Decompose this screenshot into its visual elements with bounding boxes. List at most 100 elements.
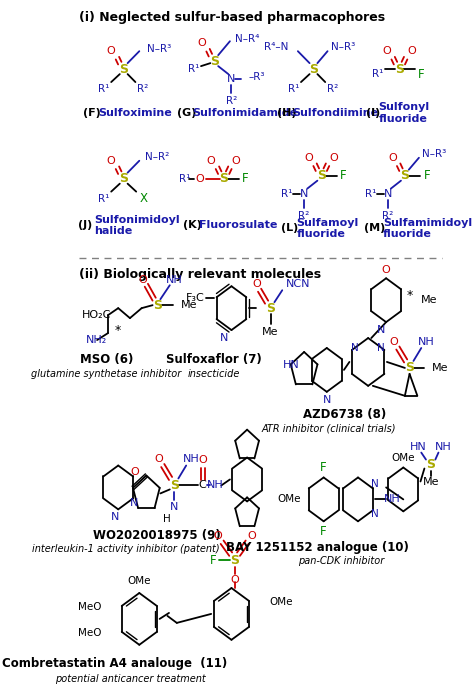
Text: N–R³: N–R³ — [422, 149, 447, 159]
Text: AZD6738 (8): AZD6738 (8) — [303, 408, 386, 421]
Text: ATR inhibitor (clinical trials): ATR inhibitor (clinical trials) — [262, 423, 396, 434]
Text: N: N — [383, 188, 392, 199]
Text: S: S — [119, 172, 128, 185]
Text: O: O — [247, 532, 256, 541]
Text: NH: NH — [384, 494, 401, 505]
Text: N: N — [170, 502, 179, 512]
Text: –R³: –R³ — [249, 72, 265, 82]
Text: S: S — [395, 62, 404, 76]
Text: O: O — [207, 156, 216, 166]
Text: N–R⁴: N–R⁴ — [235, 34, 259, 44]
Text: N: N — [111, 512, 119, 523]
Text: OMe: OMe — [277, 494, 301, 505]
Text: HN: HN — [410, 441, 427, 452]
Text: O: O — [390, 337, 398, 347]
Text: F: F — [320, 525, 327, 538]
Text: glutamine synthetase inhibitor: glutamine synthetase inhibitor — [31, 369, 182, 379]
Text: Sulfondiimine: Sulfondiimine — [292, 108, 379, 118]
Text: R¹: R¹ — [372, 69, 383, 79]
Text: O: O — [408, 46, 416, 56]
Text: S: S — [266, 301, 275, 315]
Text: S: S — [119, 62, 128, 76]
Text: R¹: R¹ — [281, 188, 292, 199]
Text: O: O — [107, 46, 116, 56]
Text: Sulfoximine: Sulfoximine — [99, 108, 173, 118]
Text: Sulfoxaflor (7): Sulfoxaflor (7) — [166, 353, 262, 367]
Text: O: O — [230, 575, 239, 585]
Text: (I): (I) — [366, 108, 384, 118]
Text: MeO: MeO — [78, 602, 102, 612]
Text: S: S — [309, 62, 318, 76]
Text: F: F — [242, 172, 249, 185]
Text: *: * — [115, 324, 121, 337]
Text: S: S — [210, 55, 219, 68]
Text: S: S — [426, 458, 435, 471]
Text: HO₂C: HO₂C — [82, 310, 111, 320]
Text: N–R³: N–R³ — [147, 44, 172, 54]
Text: N–R³: N–R³ — [331, 42, 355, 52]
Text: S: S — [317, 169, 326, 182]
Text: N: N — [300, 188, 308, 199]
Text: O: O — [383, 46, 391, 56]
Text: WO2020018975 (9): WO2020018975 (9) — [93, 529, 221, 542]
Text: R²: R² — [382, 211, 393, 220]
Text: N: N — [377, 343, 385, 353]
Text: OMe: OMe — [269, 597, 292, 607]
Text: NH: NH — [435, 441, 452, 452]
Text: Combretastatin A4 analouge  (11): Combretastatin A4 analouge (11) — [2, 657, 227, 670]
Text: O: O — [213, 532, 222, 541]
Text: (M): (M) — [364, 223, 389, 234]
Text: (K): (K) — [183, 220, 206, 231]
Text: OMe: OMe — [392, 453, 415, 462]
Text: S: S — [401, 169, 410, 182]
Text: S: S — [153, 299, 162, 312]
Text: Sulfonimidoyl
halide: Sulfonimidoyl halide — [94, 215, 180, 236]
Text: N: N — [228, 74, 236, 84]
Text: Sulfonyl
fluoride: Sulfonyl fluoride — [378, 102, 429, 124]
Text: O: O — [155, 453, 163, 464]
Text: X: X — [140, 192, 148, 205]
Text: Fluorosulate: Fluorosulate — [199, 220, 277, 231]
Text: H: H — [163, 514, 171, 525]
Text: F: F — [418, 68, 425, 80]
Text: (i) Neglected sulfur-based pharmacophores: (i) Neglected sulfur-based pharmacophore… — [79, 11, 385, 24]
Text: F: F — [210, 554, 216, 567]
Text: MeO: MeO — [78, 628, 102, 638]
Text: Me: Me — [420, 295, 437, 305]
Text: (G): (G) — [177, 108, 200, 118]
Text: R¹: R¹ — [99, 84, 110, 94]
Text: N: N — [377, 325, 386, 335]
Text: S: S — [405, 362, 414, 374]
Text: F: F — [423, 169, 430, 182]
Text: N: N — [371, 509, 379, 519]
Text: NH: NH — [419, 337, 435, 347]
Text: R²: R² — [226, 96, 237, 106]
Text: OMe: OMe — [128, 576, 151, 586]
Text: Me: Me — [431, 363, 448, 373]
Text: NH₂: NH₂ — [86, 335, 108, 345]
Text: O: O — [130, 468, 139, 477]
Text: pan-CDK inhibitor: pan-CDK inhibitor — [298, 556, 384, 566]
Text: R²: R² — [137, 84, 148, 94]
Text: F: F — [340, 169, 346, 182]
Text: R²: R² — [299, 211, 310, 220]
Text: F₃C: F₃C — [186, 293, 205, 304]
Text: BAY 1251152 analogue (10): BAY 1251152 analogue (10) — [226, 541, 409, 554]
Text: R¹: R¹ — [288, 84, 300, 94]
Text: Sulfamoyl
fluoride: Sulfamoyl fluoride — [296, 218, 358, 239]
Text: potential anticancer treatment: potential anticancer treatment — [55, 674, 205, 684]
Text: (L): (L) — [282, 223, 302, 234]
Text: O: O — [107, 156, 116, 166]
Text: R²: R² — [327, 84, 338, 94]
Text: NH: NH — [207, 480, 223, 491]
Text: interleukin-1 activity inhibitor (patent): interleukin-1 activity inhibitor (patent… — [32, 544, 220, 554]
Text: Sulfonimidamide: Sulfonimidamide — [192, 108, 298, 118]
Text: N: N — [130, 498, 138, 509]
Text: O: O — [329, 152, 338, 163]
Text: Me: Me — [262, 327, 279, 337]
Text: Sulfamimidoyl
fluoride: Sulfamimidoyl fluoride — [383, 218, 472, 239]
Text: Me: Me — [422, 477, 439, 487]
Text: S: S — [170, 479, 179, 492]
Text: Me: Me — [181, 300, 197, 310]
Text: O: O — [197, 38, 206, 49]
